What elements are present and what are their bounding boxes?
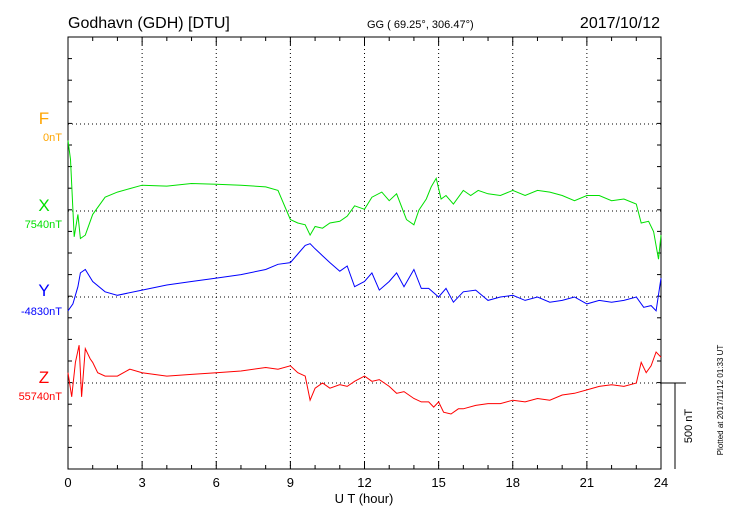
scale-bar [661, 382, 686, 469]
baseline-label-x: 7540nT [25, 219, 63, 231]
x-tick-label: 3 [139, 475, 146, 490]
component-label-f: F [39, 109, 49, 128]
station-title: Godhavn (GDH) [DTU] [68, 15, 230, 32]
component-label-x: X [38, 196, 49, 215]
component-label-z: Z [39, 368, 49, 387]
component-label-y: Y [38, 281, 49, 300]
x-axis-label: U T (hour) [335, 491, 394, 506]
grid-lines [68, 37, 661, 469]
x-tick-label: 12 [357, 475, 371, 490]
x-tick-label: 0 [64, 475, 71, 490]
x-tick-label: 15 [431, 475, 445, 490]
baseline-label-y: -4830nT [21, 306, 62, 318]
x-tick-label: 9 [287, 475, 294, 490]
x-tick-label: 18 [506, 475, 520, 490]
series-line-z [67, 345, 662, 415]
x-tick-label: 24 [654, 475, 668, 490]
x-tick-label: 6 [213, 475, 220, 490]
x-tick-label: 21 [580, 475, 594, 490]
axis-ticks: 0 3 6 9 12 15 18 21 24 [64, 37, 668, 490]
series-line-x [67, 140, 662, 260]
scale-bar-label: 500 nT [683, 409, 695, 444]
station-coordinates: GG ( 69.25°, 306.47°) [367, 19, 474, 31]
baseline-label-f: 0nT [43, 132, 62, 144]
plotted-timestamp: Plotted at 2017/11/12 01:33 UT [716, 345, 725, 456]
date-label: 2017/10/12 [580, 15, 660, 32]
baseline-label-z: 55740nT [19, 391, 63, 403]
series-line-y [67, 243, 662, 312]
